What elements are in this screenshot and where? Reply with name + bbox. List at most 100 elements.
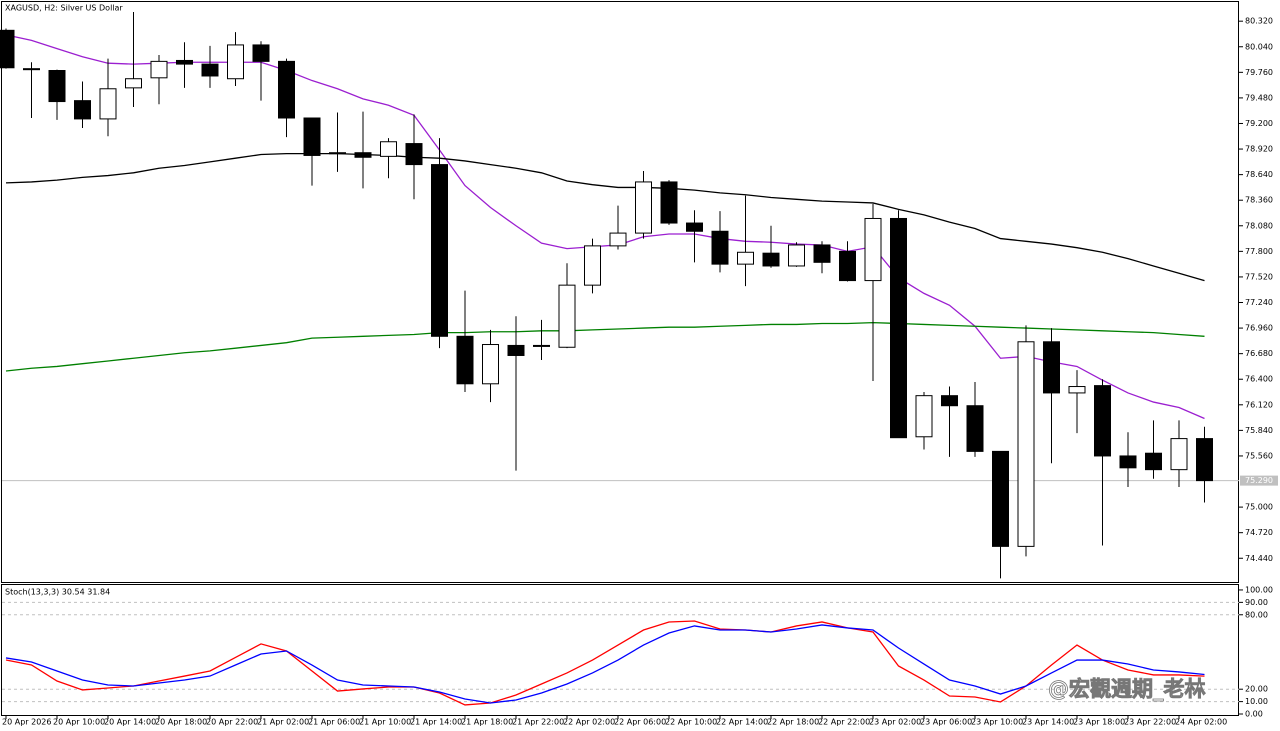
x-tick-label: 23 Apr 10:00 (971, 718, 1023, 727)
x-tick-label: 22 Apr 10:00 (665, 718, 717, 727)
candle-body (201, 63, 219, 77)
candle-body (813, 244, 831, 263)
y-tick-label: 90.00 (1245, 598, 1268, 607)
moving-average (5, 34, 1205, 420)
candle-body (1196, 438, 1213, 482)
x-tick-label: 21 Apr 10:00 (359, 718, 411, 727)
candle-body (915, 395, 933, 438)
x-tick-label: 22 Apr 02:00 (563, 718, 615, 727)
y-tick-label: 79.760 (1245, 68, 1273, 77)
x-tick-label: 23 Apr 14:00 (1022, 718, 1074, 727)
candle-body (1094, 385, 1111, 457)
candle-body (762, 252, 780, 267)
candle-body (839, 250, 856, 282)
y-tick-label: 78.640 (1245, 170, 1273, 179)
moving-average (5, 152, 1205, 282)
x-tick-label: 23 Apr 18:00 (1073, 718, 1125, 727)
x-tick-label: 23 Apr 22:00 (1124, 718, 1176, 727)
y-tick-label: 76.680 (1245, 349, 1273, 358)
candle-body (941, 395, 958, 407)
indicator-title: Stoch(13,3,3) 30.54 31.84 (5, 588, 110, 597)
chart-title: XAGUSD, H2: Silver US Dollar (5, 4, 123, 13)
candle-body (456, 335, 474, 385)
x-tick-label: 20 Apr 14:00 (104, 718, 156, 727)
candle-body (1043, 341, 1060, 394)
candle-body (737, 251, 754, 265)
candle-body (1170, 438, 1188, 471)
candle-body (864, 217, 882, 282)
x-tick-label: 22 Apr 18:00 (767, 718, 819, 727)
candle-body (99, 88, 117, 120)
y-tick-label: 77.520 (1245, 272, 1273, 281)
y-tick-label: 78.920 (1245, 145, 1273, 154)
candle-body (150, 60, 168, 79)
y-tick-label: 79.480 (1245, 93, 1273, 102)
y-tick-label: 78.360 (1245, 196, 1273, 205)
candle-body (48, 70, 66, 103)
y-tick-label: 20.00 (1245, 685, 1268, 694)
candle-body (584, 245, 601, 286)
candle-body (227, 44, 244, 80)
y-tick-label: 78.080 (1245, 221, 1273, 230)
candle-body (635, 181, 652, 234)
candle-body (1145, 452, 1162, 471)
x-tick-label: 20 Apr 18:00 (155, 718, 207, 727)
candle-body (1068, 386, 1086, 394)
x-tick-label: 21 Apr 14:00 (410, 718, 462, 727)
y-tick-label: 75.840 (1245, 426, 1273, 435)
candle-body (482, 344, 499, 385)
candle-body (1119, 455, 1137, 469)
y-tick-label: 75.560 (1245, 451, 1273, 460)
watermark: @宏觀週期_老林 (1048, 677, 1206, 701)
candle-body (660, 181, 678, 224)
x-tick-label: 20 Apr 2026 (2, 718, 51, 727)
x-tick-label: 22 Apr 06:00 (614, 718, 666, 727)
y-tick-label: 76.960 (1245, 324, 1273, 333)
price-label-box (1240, 475, 1278, 486)
price-label: 75.290 (1245, 476, 1273, 485)
x-tick-label: 21 Apr 06:00 (308, 718, 360, 727)
candle-body (23, 68, 40, 71)
candle-body (278, 60, 295, 119)
stochastic-line (5, 624, 1205, 704)
x-tick-label: 24 Apr 02:00 (1175, 718, 1227, 727)
x-tick-label: 21 Apr 22:00 (512, 718, 564, 727)
y-tick-label: 79.200 (1245, 119, 1273, 128)
candle-body (303, 117, 321, 156)
candle-body (507, 344, 525, 356)
candle-body (788, 244, 805, 267)
x-tick-label: 22 Apr 22:00 (818, 718, 870, 727)
candle-body (329, 152, 346, 155)
candle-body (711, 230, 729, 265)
candle-body (176, 59, 193, 65)
x-tick-label: 23 Apr 02:00 (869, 718, 921, 727)
candle-body (890, 217, 907, 439)
candle-body (966, 405, 984, 452)
y-tick-label: 77.240 (1245, 298, 1273, 307)
x-tick-label: 20 Apr 10:00 (53, 718, 105, 727)
y-tick-label: 76.120 (1245, 400, 1273, 409)
moving-average (5, 321, 1205, 372)
y-tick-label: 74.440 (1245, 554, 1273, 563)
y-tick-label: 76.400 (1245, 375, 1273, 384)
candle-body (354, 152, 372, 158)
x-tick-label: 21 Apr 02:00 (257, 718, 309, 727)
y-tick-label: 0.00 (1245, 710, 1263, 719)
candle-body (125, 78, 142, 89)
y-tick-label: 10.00 (1245, 697, 1268, 706)
y-tick-label: 77.800 (1245, 247, 1273, 256)
candle-body (558, 284, 576, 348)
candle-body (74, 100, 91, 120)
candle-body (609, 232, 627, 247)
candle-body (0, 29, 15, 69)
candle-body (992, 450, 1009, 547)
y-tick-label: 80.00 (1245, 610, 1268, 619)
y-tick-label: 80.320 (1245, 17, 1273, 26)
candle-body (431, 164, 448, 337)
candle-body (252, 44, 270, 62)
y-tick-label: 75.000 (1245, 503, 1273, 512)
stoch-panel (1, 584, 1239, 716)
candle-body (533, 344, 550, 347)
